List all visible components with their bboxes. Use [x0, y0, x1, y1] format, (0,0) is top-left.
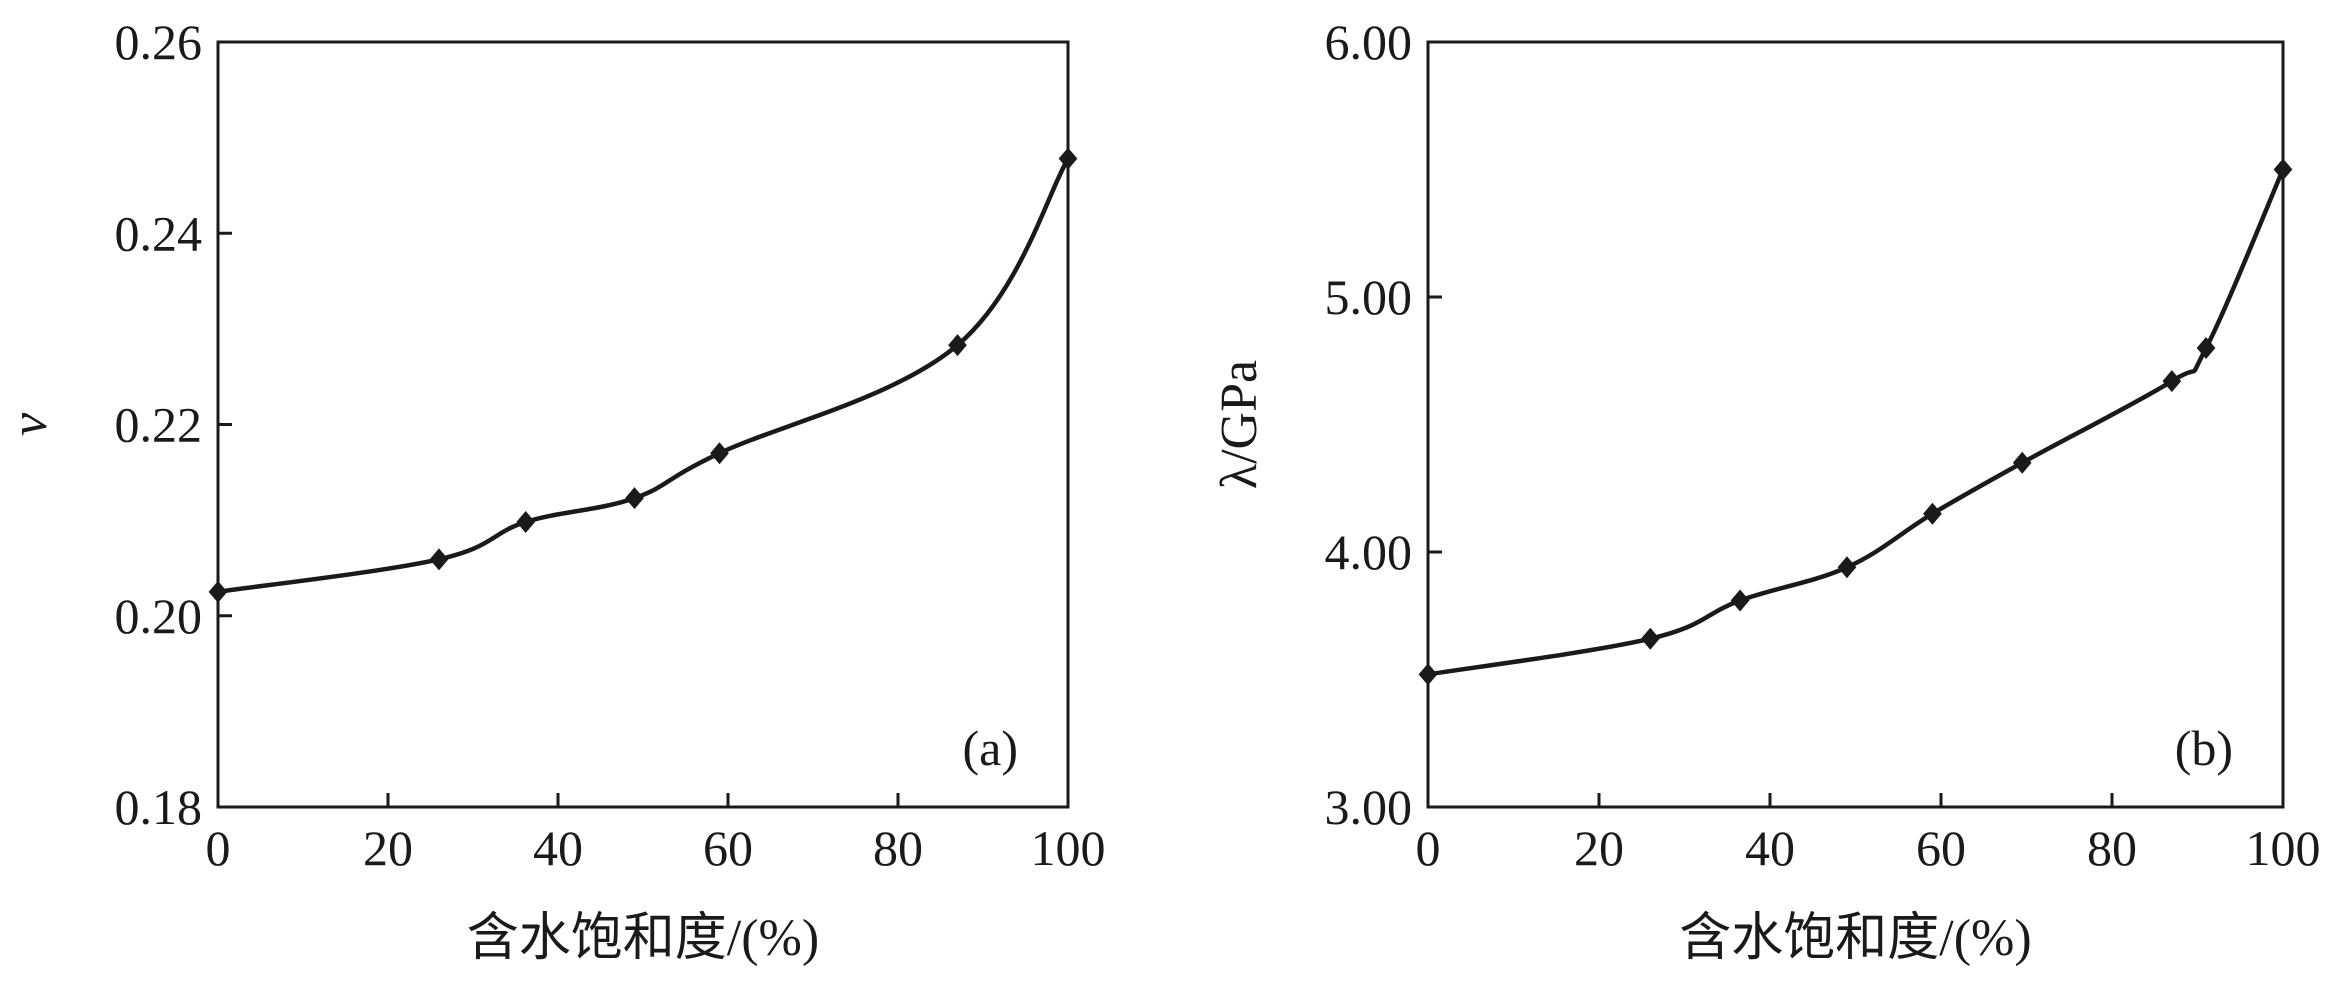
panel-b-label: (b)	[2175, 720, 2233, 776]
chart-panel-a: 0 20 40 60 80 100 0.18 0.20 0.22 0.24 0.26 含水饱和度/(%…	[1, 14, 1106, 967]
panel-a-point-2	[516, 511, 536, 534]
panel-a-point-5	[948, 334, 967, 357]
panel-b-y-axis-label: λ/GPa	[1211, 360, 1268, 489]
panel-a-point-4	[710, 442, 729, 465]
panel-b-x-tick-label: 80	[2087, 820, 2137, 876]
panel-b-y-tick-label: 6.00	[1325, 14, 1413, 70]
panel-a-x-tick-label: 0	[206, 820, 231, 876]
panel-a-label: (a)	[963, 720, 1019, 776]
panel-a-point-3	[625, 487, 644, 510]
panel-b-point-2	[1730, 589, 1750, 612]
panel-a-x-tick-label: 80	[873, 820, 923, 876]
panel-a-x-tick-label: 100	[1031, 820, 1106, 876]
panel-a-x-axis-label: 含水饱和度/(%)	[467, 910, 819, 967]
panel-b-y-tick-label: 4.00	[1325, 524, 1413, 580]
panel-b-plot-frame	[1426, 40, 2285, 809]
panel-a-x-tick-label: 60	[703, 820, 753, 876]
panel-b-point-3	[1837, 556, 1857, 579]
panel-b-x-tick-label: 20	[1574, 820, 1624, 876]
panel-b-point-8	[2273, 158, 2293, 181]
panel-b-x-tick-label: 100	[2246, 820, 2321, 876]
panel-a-point-1	[429, 548, 449, 571]
panel-b-x-tick-label: 40	[1745, 820, 1795, 876]
panel-a-y-axis-label: ν	[1, 412, 58, 436]
chart-panel-b: 0 20 40 60 80 100 3.00 4.00 5.00 6.00 含水饱和度/(%) λ/G…	[1211, 14, 2321, 967]
panel-a-y-tick-label: 0.20	[115, 588, 203, 644]
panel-a-point-6	[1058, 147, 1078, 170]
panel-b-point-5	[2012, 451, 2032, 474]
panel-b-series-line	[1425, 167, 2286, 677]
panel-a-y-tick-label: 0.26	[115, 14, 203, 70]
panel-a-plot-frame	[216, 40, 1070, 809]
panel-b-x-tick-label: 60	[1916, 820, 1966, 876]
panel-a-x-tick-label: 40	[533, 820, 583, 876]
panel-b-x-axis-label: 含水饱和度/(%)	[1679, 910, 2031, 967]
panel-a-y-tick-label: 0.24	[115, 205, 203, 261]
panel-a-y-tick-label: 0.18	[115, 779, 203, 835]
panel-a-y-tick-label: 0.22	[115, 397, 203, 453]
panel-b-y-tick-label: 5.00	[1325, 269, 1413, 325]
panel-a-x-tick-label: 20	[363, 820, 413, 876]
panel-b-point-7	[2196, 337, 2216, 359]
panel-b-point-6	[2162, 370, 2182, 393]
panel-b-point-4	[1923, 502, 1942, 525]
panel-b-point-1	[1640, 627, 1660, 650]
panel-a-point-0	[208, 580, 228, 603]
panel-b-x-tick-label: 0	[1416, 820, 1441, 876]
panel-b-point-0	[1418, 663, 1438, 686]
panel-b-y-tick-label: 3.00	[1325, 779, 1413, 835]
panel-a-series-line	[215, 156, 1071, 595]
